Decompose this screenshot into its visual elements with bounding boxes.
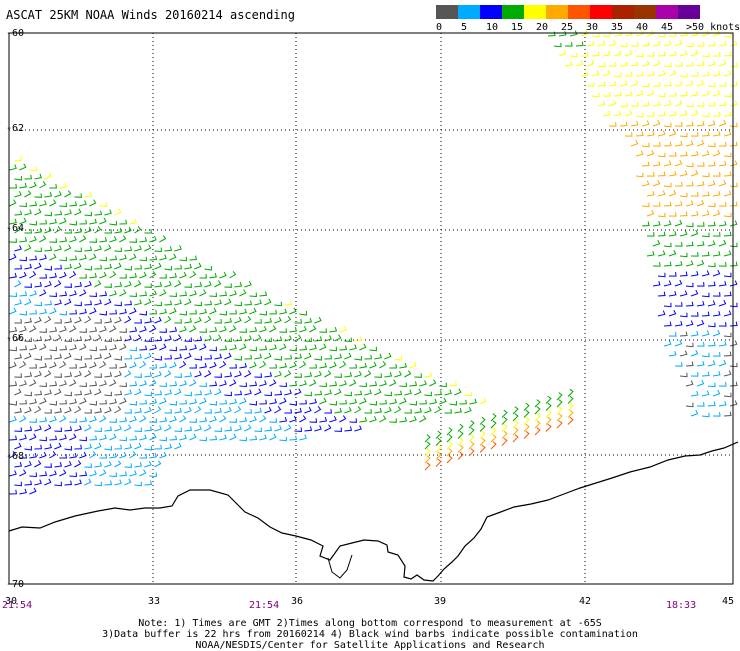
legend-color-swatch	[678, 5, 700, 19]
legend-label: 20	[536, 22, 549, 33]
wind-speed-legend: 0 5 10 15 20 25 30 35 40 45 >50 knots	[436, 4, 740, 34]
map-title: ASCAT 25KM NOAA Winds 20160214 ascending	[6, 8, 295, 22]
legend-label: 15	[511, 22, 524, 33]
legend-label: >50 knots	[686, 22, 740, 33]
note-line-1: Note: 1) Times are GMT 2)Times along bot…	[138, 618, 602, 629]
lon-label-45: 45	[722, 596, 735, 607]
time-label-center: 21:54	[249, 600, 280, 611]
legend-color-swatch	[524, 5, 546, 19]
lat-label-70: -70	[6, 579, 25, 590]
legend-label: 30	[586, 22, 599, 33]
legend-color-swatch	[634, 5, 656, 19]
lat-label-68: -68	[6, 451, 25, 462]
lon-label-30: 30	[5, 596, 18, 607]
legend-label: 40	[636, 22, 649, 33]
note-line-3: NOAA/NESDIS/Center for Satellite Applica…	[195, 640, 545, 651]
map-frame	[8, 32, 734, 585]
legend-color-swatch	[612, 5, 634, 19]
lat-lon-grid	[9, 33, 733, 584]
legend-label: 35	[611, 22, 624, 33]
lat-label-66: -66	[6, 333, 25, 344]
lon-label-42: 42	[579, 596, 592, 607]
wind-barbs	[9, 29, 738, 495]
legend-label: 25	[561, 22, 574, 33]
legend-label: 5	[461, 22, 468, 33]
legend-color-swatch	[502, 5, 524, 19]
legend-label: 0	[436, 22, 443, 33]
time-label-east: 18:33	[666, 600, 697, 611]
lat-label-62: -62	[6, 123, 25, 134]
note-line-2: 3)Data buffer is 22 hrs from 20160214 4)…	[102, 629, 638, 640]
lat-label-60: -60	[6, 28, 25, 39]
legend-color-swatch	[480, 5, 502, 19]
legend-color-swatch	[436, 5, 458, 19]
legend-label: 45	[661, 22, 674, 33]
antarctic-coastline	[8, 441, 739, 582]
legend-color-swatch	[458, 5, 480, 19]
time-label-west: 21:54	[2, 600, 33, 611]
legend-color-swatch	[546, 5, 568, 19]
legend-color-swatch	[656, 5, 678, 19]
lon-label-33: 33	[148, 596, 161, 607]
lon-label-39: 39	[434, 596, 447, 607]
legend-color-swatch	[590, 5, 612, 19]
ice-shelf-inlet	[327, 554, 353, 579]
lon-label-36: 36	[291, 596, 304, 607]
legend-label: 10	[486, 22, 499, 33]
lat-label-64: -64	[6, 223, 25, 234]
legend-color-swatch	[568, 5, 590, 19]
